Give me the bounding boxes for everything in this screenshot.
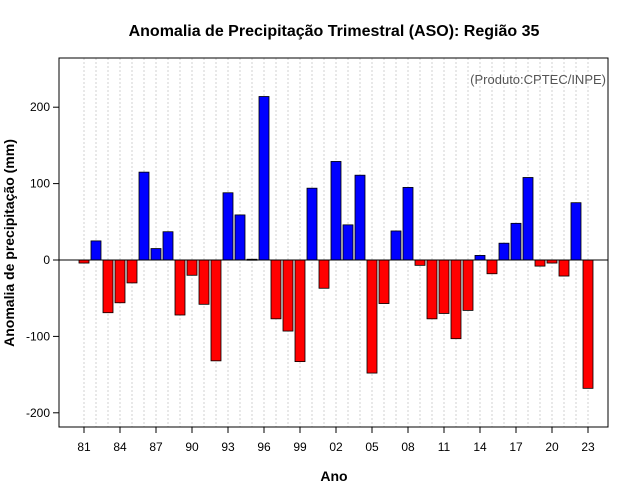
bar-1987 bbox=[150, 248, 162, 261]
bar-2004 bbox=[354, 174, 366, 261]
bar-2016 bbox=[498, 242, 510, 261]
bar-2023 bbox=[582, 259, 594, 389]
bar-2012 bbox=[450, 259, 462, 340]
bar-2003 bbox=[342, 224, 354, 261]
x-tick-label: 08 bbox=[401, 440, 415, 454]
x-tick-label: 90 bbox=[185, 440, 199, 454]
bar-1982 bbox=[90, 240, 102, 261]
bar-2008 bbox=[402, 187, 414, 261]
bar-2017 bbox=[510, 222, 522, 261]
y-tick-label: 100 bbox=[30, 177, 50, 191]
x-tick-label: 84 bbox=[113, 440, 127, 454]
bar-1986 bbox=[138, 171, 150, 261]
bar-1999 bbox=[294, 259, 306, 363]
x-tick-label: 05 bbox=[365, 440, 379, 454]
y-tick-label: -200 bbox=[26, 406, 50, 420]
bar-1996 bbox=[258, 96, 270, 261]
bar-1998 bbox=[282, 259, 294, 332]
x-tick-label: 99 bbox=[293, 440, 307, 454]
x-tick-label: 87 bbox=[149, 440, 163, 454]
bar-1990 bbox=[186, 259, 198, 276]
bar-2006 bbox=[378, 259, 390, 304]
x-axis: 81 84 87 90 93 96 99 02 05 08 11 14 17 20 23 bbox=[77, 427, 595, 454]
bar-2005 bbox=[366, 259, 378, 374]
x-tick-label: 93 bbox=[221, 440, 235, 454]
product-credit: (Produto:CPTEC/INPE) bbox=[470, 72, 606, 87]
bar-2009 bbox=[414, 259, 426, 266]
y-tick-label: -100 bbox=[26, 329, 50, 343]
bar-1994 bbox=[234, 214, 246, 261]
bar-2021 bbox=[558, 259, 570, 277]
x-tick-label: 81 bbox=[77, 440, 91, 454]
y-tick-label: 0 bbox=[43, 253, 50, 267]
bars bbox=[78, 96, 594, 389]
bar-2013 bbox=[462, 259, 474, 311]
x-tick-label: 17 bbox=[509, 440, 523, 454]
bar-1989 bbox=[174, 259, 186, 316]
bar-2019 bbox=[534, 259, 546, 267]
x-tick-label: 14 bbox=[473, 440, 487, 454]
y-axis-label: Anomalia de precipitação (mm) bbox=[1, 139, 17, 347]
bar-2022 bbox=[570, 202, 582, 261]
bar-2000 bbox=[306, 187, 318, 261]
bar-2014 bbox=[474, 255, 486, 261]
bar-2007 bbox=[390, 230, 402, 261]
bar-2010 bbox=[426, 259, 438, 320]
x-tick-label: 96 bbox=[257, 440, 271, 454]
chart-title: Anomalia de Precipitação Trimestral (ASO… bbox=[129, 23, 540, 40]
bar-1983 bbox=[102, 259, 114, 314]
y-axis: -200 -100 0 100 200 bbox=[26, 100, 59, 420]
x-tick-label: 23 bbox=[581, 440, 595, 454]
bar-2015 bbox=[486, 259, 498, 275]
y-tick-label: 200 bbox=[30, 100, 50, 114]
x-tick-label: 20 bbox=[545, 440, 559, 454]
x-tick-label: 02 bbox=[329, 440, 343, 454]
bar-2011 bbox=[438, 259, 450, 314]
bar-1985 bbox=[126, 259, 138, 284]
bar-1991 bbox=[198, 259, 210, 305]
bar-1988 bbox=[162, 231, 174, 261]
bar-2002 bbox=[330, 161, 342, 261]
bar-2001 bbox=[318, 259, 330, 289]
bar-1993 bbox=[222, 192, 234, 261]
plot-frame bbox=[58, 57, 609, 428]
bar-1984 bbox=[114, 259, 126, 304]
x-axis-label: Ano bbox=[320, 468, 347, 484]
bar-1992 bbox=[210, 259, 222, 362]
x-tick-label: 11 bbox=[438, 440, 451, 454]
bar-1997 bbox=[270, 259, 282, 320]
bar-2018 bbox=[522, 177, 534, 261]
